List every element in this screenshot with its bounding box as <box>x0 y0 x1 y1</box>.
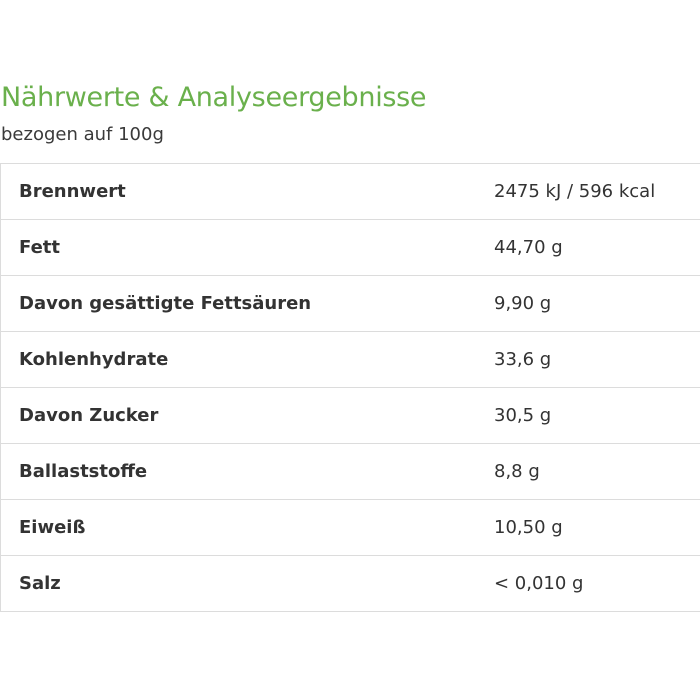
nutrient-label: Salz <box>0 555 494 612</box>
nutrition-table: Brennwert 2475 kJ / 596 kcal Fett 44,70 g … <box>0 163 700 612</box>
nutrient-value: 8,8 g <box>494 443 700 500</box>
nutrient-value: 44,70 g <box>494 219 700 276</box>
nutrient-value: 33,6 g <box>494 331 700 388</box>
section-subtitle: bezogen auf 100g <box>1 124 164 145</box>
nutrient-value: < 0,010 g <box>494 555 700 612</box>
nutrient-label: Davon Zucker <box>0 387 494 444</box>
nutrient-value: 9,90 g <box>494 275 700 332</box>
nutrient-label: Davon gesättigte Fettsäuren <box>0 275 494 332</box>
nutrient-label: Brennwert <box>0 163 494 220</box>
table-row: Ballaststoffe 8,8 g <box>0 443 700 500</box>
table-row: Salz < 0,010 g <box>0 555 700 612</box>
nutrient-label: Eiweiß <box>0 499 494 556</box>
table-row: Davon Zucker 30,5 g <box>0 387 700 444</box>
nutrient-label: Ballaststoffe <box>0 443 494 500</box>
nutrient-value: 30,5 g <box>494 387 700 444</box>
table-row: Davon gesättigte Fettsäuren 9,90 g <box>0 275 700 332</box>
nutrient-label: Fett <box>0 219 494 276</box>
table-row: Kohlenhydrate 33,6 g <box>0 331 700 388</box>
table-row: Eiweiß 10,50 g <box>0 499 700 556</box>
nutrient-label: Kohlenhydrate <box>0 331 494 388</box>
nutrient-value: 2475 kJ / 596 kcal <box>494 163 700 220</box>
table-row: Brennwert 2475 kJ / 596 kcal <box>0 163 700 220</box>
nutrient-value: 10,50 g <box>494 499 700 556</box>
section-title: Nährwerte & Analyseergebnisse <box>1 82 427 113</box>
table-row: Fett 44,70 g <box>0 219 700 276</box>
